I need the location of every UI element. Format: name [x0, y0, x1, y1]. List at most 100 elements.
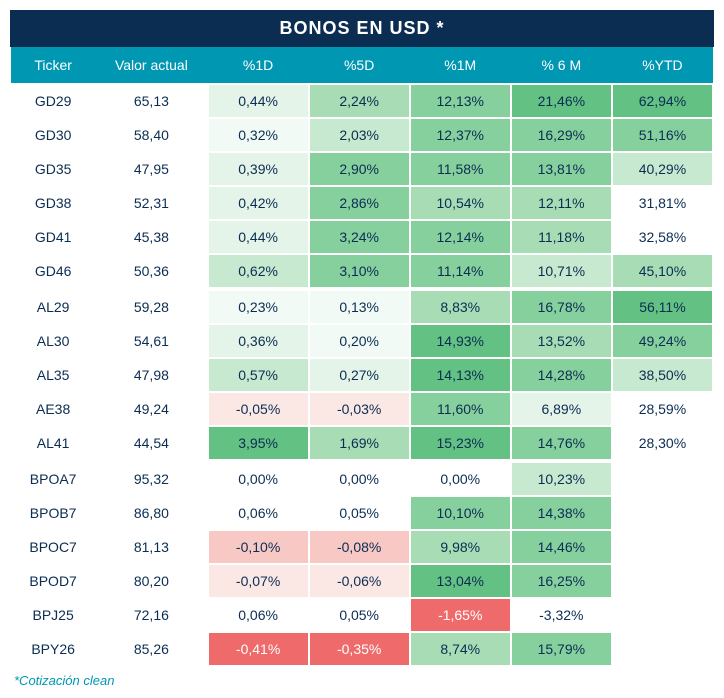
table-row: AL3054,610,36%0,20%14,93%13,52%49,24%	[11, 324, 713, 358]
cell-pct: 2,86%	[309, 186, 410, 220]
cell-ticker: BPOD7	[11, 564, 95, 598]
bonos-panel: BONOS EN USD * TickerValor actual%1D%5D%…	[10, 10, 714, 688]
table-row: GD3058,400,32%2,03%12,37%16,29%51,16%	[11, 118, 713, 152]
cell-ticker: GD38	[11, 186, 95, 220]
cell-pct: 3,95%	[208, 426, 309, 460]
col-header: %YTD	[612, 47, 713, 84]
cell-pct: -1,65%	[410, 598, 511, 632]
table-row: AL4144,543,95%1,69%15,23%14,76%28,30%	[11, 426, 713, 460]
cell-pct: 31,81%	[612, 186, 713, 220]
cell-pct: 10,71%	[511, 254, 612, 288]
footnote: *Cotización clean	[10, 667, 714, 688]
cell-valor: 59,28	[95, 290, 207, 324]
cell-ticker: BPY26	[11, 632, 95, 666]
cell-valor: 50,36	[95, 254, 207, 288]
cell-pct	[612, 530, 713, 564]
cell-pct: -0,10%	[208, 530, 309, 564]
cell-pct: 3,10%	[309, 254, 410, 288]
table-row: BPJ2572,160,06%0,05%-1,65%-3,32%	[11, 598, 713, 632]
cell-pct: 45,10%	[612, 254, 713, 288]
cell-pct: 49,24%	[612, 324, 713, 358]
cell-pct: 0,42%	[208, 186, 309, 220]
table-body: GD2965,130,44%2,24%12,13%21,46%62,94%GD3…	[11, 84, 713, 666]
table-row: BPOA795,320,00%0,00%0,00%10,23%	[11, 462, 713, 496]
col-header: %1D	[208, 47, 309, 84]
cell-pct: 12,13%	[410, 84, 511, 118]
cell-ticker: AL30	[11, 324, 95, 358]
cell-valor: 86,80	[95, 496, 207, 530]
table-row: BPOB786,800,06%0,05%10,10%14,38%	[11, 496, 713, 530]
cell-ticker: BPOA7	[11, 462, 95, 496]
cell-pct: 0,62%	[208, 254, 309, 288]
table-row: GD4650,360,62%3,10%11,14%10,71%45,10%	[11, 254, 713, 288]
cell-pct	[612, 632, 713, 666]
cell-pct: 28,59%	[612, 392, 713, 426]
cell-ticker: GD35	[11, 152, 95, 186]
cell-pct: 51,16%	[612, 118, 713, 152]
cell-pct: 16,25%	[511, 564, 612, 598]
table-row: AL3547,980,57%0,27%14,13%14,28%38,50%	[11, 358, 713, 392]
cell-pct: 12,11%	[511, 186, 612, 220]
cell-pct: 0,27%	[309, 358, 410, 392]
cell-pct: 9,98%	[410, 530, 511, 564]
cell-pct: 11,58%	[410, 152, 511, 186]
panel-title: BONOS EN USD *	[10, 10, 714, 47]
cell-pct: 6,89%	[511, 392, 612, 426]
cell-pct: 8,74%	[410, 632, 511, 666]
cell-valor: 80,20	[95, 564, 207, 598]
col-header: Valor actual	[95, 47, 207, 84]
cell-pct: 0,39%	[208, 152, 309, 186]
cell-pct: 13,81%	[511, 152, 612, 186]
cell-valor: 81,13	[95, 530, 207, 564]
cell-pct: 0,44%	[208, 84, 309, 118]
cell-ticker: AL35	[11, 358, 95, 392]
cell-ticker: AE38	[11, 392, 95, 426]
cell-pct: 12,14%	[410, 220, 511, 254]
cell-pct: 14,46%	[511, 530, 612, 564]
cell-pct: 56,11%	[612, 290, 713, 324]
cell-ticker: BPOC7	[11, 530, 95, 564]
table-row: BPOD780,20-0,07%-0,06%13,04%16,25%	[11, 564, 713, 598]
cell-pct: 14,13%	[410, 358, 511, 392]
table-row: GD2965,130,44%2,24%12,13%21,46%62,94%	[11, 84, 713, 118]
cell-ticker: GD41	[11, 220, 95, 254]
cell-pct: 40,29%	[612, 152, 713, 186]
cell-pct: 0,06%	[208, 496, 309, 530]
cell-pct: 0,23%	[208, 290, 309, 324]
bonos-table: TickerValor actual%1D%5D%1M% 6 M%YTD GD2…	[10, 47, 714, 667]
cell-valor: 47,98	[95, 358, 207, 392]
cell-pct: 2,24%	[309, 84, 410, 118]
cell-pct: 11,14%	[410, 254, 511, 288]
cell-pct: -0,06%	[309, 564, 410, 598]
table-row: GD3852,310,42%2,86%10,54%12,11%31,81%	[11, 186, 713, 220]
cell-valor: 44,54	[95, 426, 207, 460]
cell-pct: -0,41%	[208, 632, 309, 666]
cell-pct: 14,38%	[511, 496, 612, 530]
cell-pct: 0,00%	[410, 462, 511, 496]
cell-pct: 0,44%	[208, 220, 309, 254]
cell-pct	[612, 598, 713, 632]
cell-pct: 0,05%	[309, 598, 410, 632]
cell-valor: 95,32	[95, 462, 207, 496]
cell-valor: 65,13	[95, 84, 207, 118]
cell-pct: 0,20%	[309, 324, 410, 358]
cell-pct: 0,57%	[208, 358, 309, 392]
col-header: %5D	[309, 47, 410, 84]
cell-pct: 8,83%	[410, 290, 511, 324]
cell-pct: 62,94%	[612, 84, 713, 118]
cell-pct: 32,58%	[612, 220, 713, 254]
cell-pct	[612, 564, 713, 598]
cell-pct: 28,30%	[612, 426, 713, 460]
cell-pct: 21,46%	[511, 84, 612, 118]
cell-pct: 3,24%	[309, 220, 410, 254]
cell-ticker: AL29	[11, 290, 95, 324]
cell-pct: 0,36%	[208, 324, 309, 358]
cell-pct: 12,37%	[410, 118, 511, 152]
cell-pct: 14,93%	[410, 324, 511, 358]
cell-pct: 15,23%	[410, 426, 511, 460]
cell-pct: 0,32%	[208, 118, 309, 152]
cell-ticker: AL41	[11, 426, 95, 460]
cell-pct: 13,04%	[410, 564, 511, 598]
cell-pct: 0,05%	[309, 496, 410, 530]
cell-pct: 0,00%	[208, 462, 309, 496]
